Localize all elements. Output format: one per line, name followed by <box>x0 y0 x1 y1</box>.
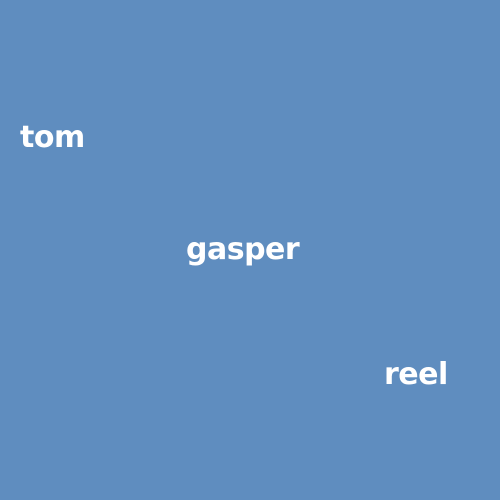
word-tom: tom <box>20 120 85 155</box>
word-reel: reel <box>384 357 448 392</box>
word-gasper: gasper <box>186 232 300 267</box>
